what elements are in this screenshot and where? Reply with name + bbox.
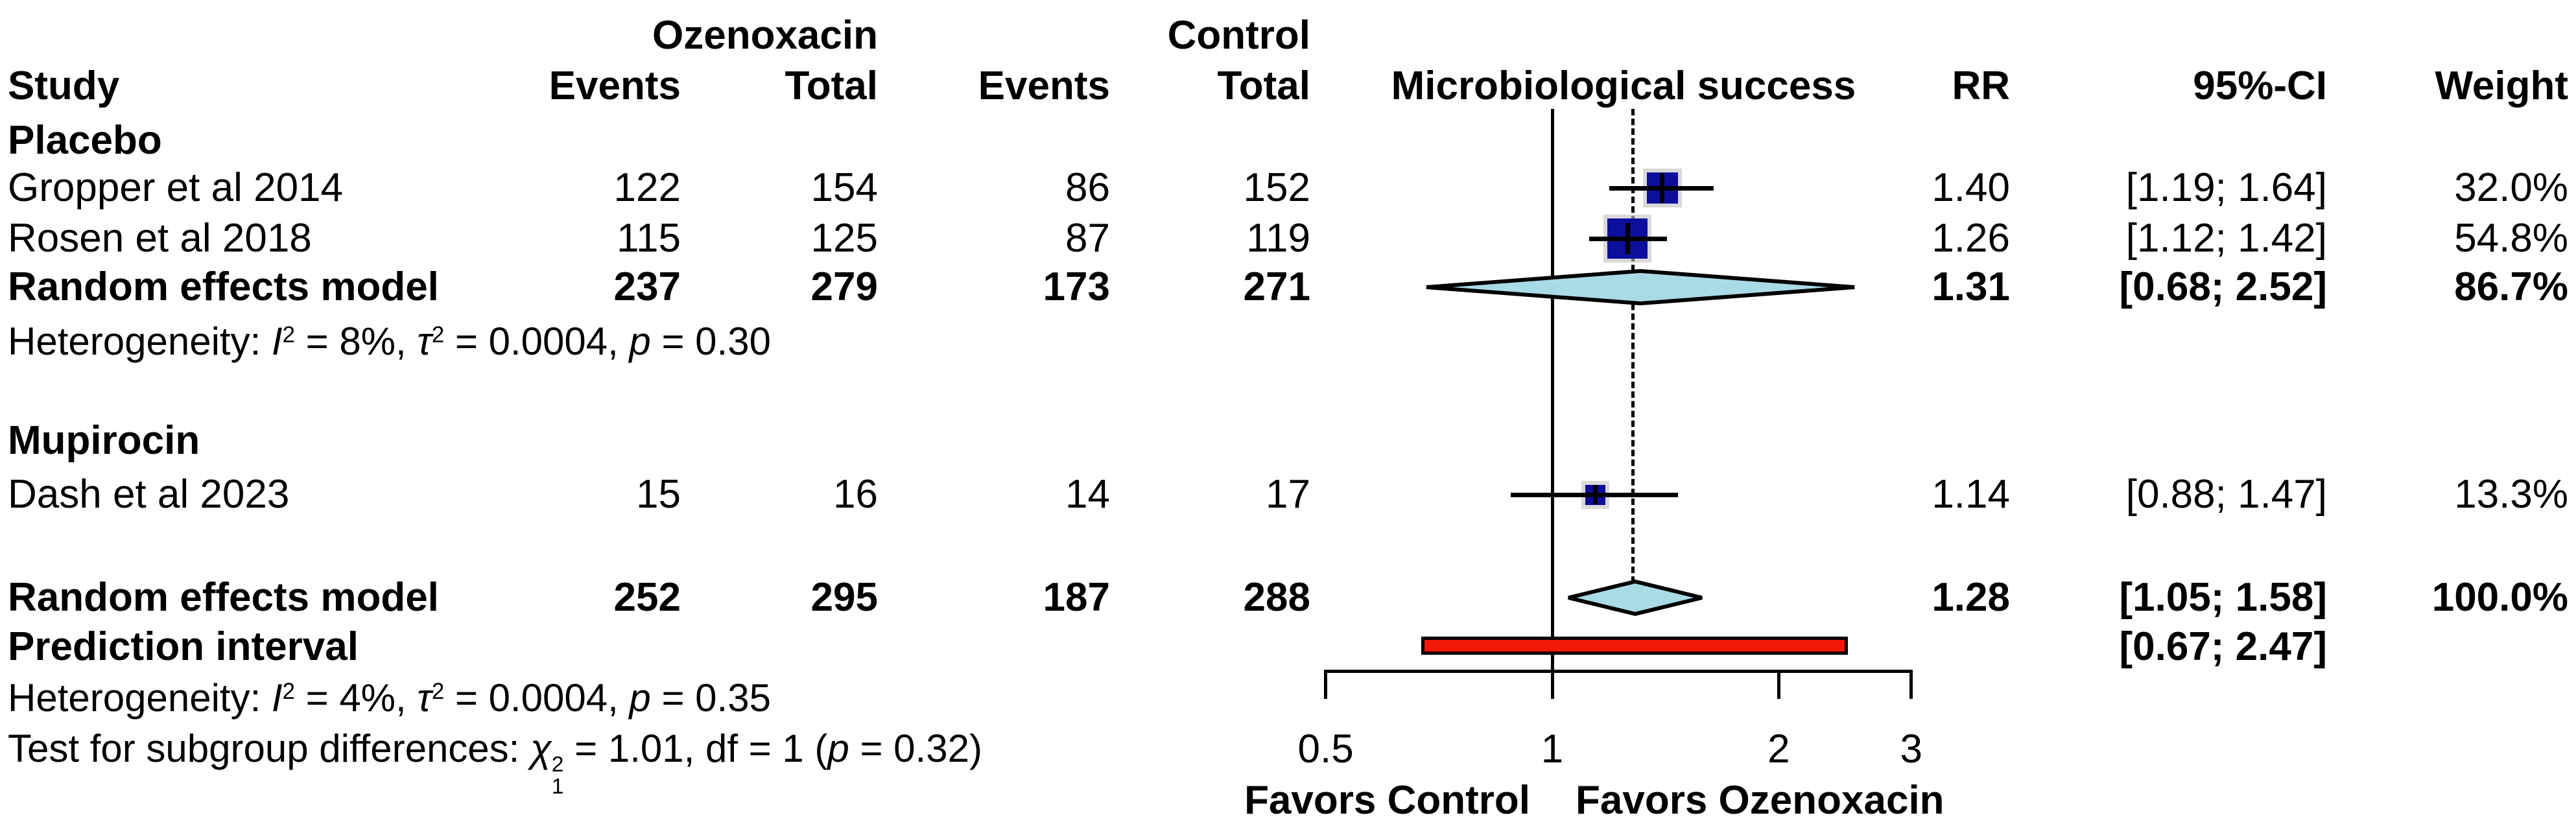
axis-tick-label: 0.5 [1297, 727, 1354, 771]
heterogeneity-text: Heterogeneity: I2 = 8%, τ2 = 0.0004, p =… [8, 320, 771, 363]
weight-value: 54.8% [2454, 216, 2568, 261]
total-experimental: 125 [810, 216, 878, 261]
pooled-estimate-line [1631, 109, 1635, 583]
events-experimental: 237 [613, 265, 681, 309]
total-control: 17 [1266, 472, 1310, 517]
favors-ozenoxacin-label: Favors Ozenoxacin [1576, 778, 1944, 823]
favors-control-label: Favors Control [1244, 778, 1530, 823]
column-header-weight: Weight [2435, 64, 2569, 108]
pooled-label: Random effects model [8, 575, 439, 620]
total-experimental: 154 [810, 165, 878, 210]
events-control: 14 [1065, 472, 1110, 517]
x-axis-tick [1324, 670, 1328, 699]
table-row-gropper: Gropper et al 2014 122 154 86 152 1.40 [… [0, 162, 2576, 214]
rr-value: 1.31 [1932, 265, 2010, 309]
subgroup-label-row: Placebo [0, 115, 2576, 167]
group-label-ozenoxacin: Ozenoxacin [652, 13, 878, 58]
ci-value: [1.19; 1.64] [2125, 165, 2327, 210]
rr-value: 1.40 [1932, 165, 2010, 210]
total-control: 152 [1243, 165, 1310, 210]
plot-title: Microbiological success [1391, 64, 1856, 108]
ci-value: [0.68; 2.52] [2119, 265, 2327, 309]
prediction-interval-label: Prediction interval [8, 624, 359, 669]
events-control: 187 [1043, 575, 1110, 620]
study-name: Rosen et al 2018 [8, 216, 312, 261]
ci-value: [1.05; 1.58] [2119, 575, 2327, 620]
events-experimental: 15 [636, 472, 681, 517]
total-control: 288 [1243, 575, 1310, 620]
axis-tick-label: 3 [1900, 727, 1922, 771]
column-header-ci: 95%-CI [2193, 64, 2327, 108]
pooled-label: Random effects model [8, 265, 439, 309]
pooled-diamond [1567, 579, 1703, 617]
column-header-total-experimental: Total [785, 64, 879, 108]
column-header-events-experimental: Events [549, 64, 681, 108]
prediction-interval-row: Prediction interval [0.67; 2.47] [0, 621, 2576, 673]
heterogeneity-text: Heterogeneity: I2 = 4%, τ2 = 0.0004, p =… [8, 676, 771, 720]
events-control: 173 [1043, 265, 1110, 309]
study-name: Dash et al 2023 [8, 472, 290, 517]
pooled-diamond [1426, 268, 1855, 306]
table-row-dash: Dash et al 2023 15 16 14 17 1.14 [0.88; … [0, 469, 2576, 521]
total-experimental: 279 [810, 265, 878, 309]
point-estimate-tick [1660, 173, 1665, 203]
subgroup-label-mupirocin: Mupirocin [8, 418, 200, 463]
events-control: 86 [1065, 165, 1110, 210]
x-axis-tick [1777, 670, 1780, 699]
table-row-rosen: Rosen et al 2018 115 125 87 119 1.26 [1.… [0, 213, 2576, 265]
point-estimate-tick [1592, 485, 1598, 504]
events-experimental: 122 [613, 165, 681, 210]
rr-value: 1.26 [1932, 216, 2010, 261]
subgroup-label-placebo: Placebo [8, 118, 162, 163]
group-header-row: Ozenoxacin Control [0, 10, 2576, 62]
group-label-control: Control [1167, 13, 1310, 58]
x-axis-line [1325, 670, 1911, 673]
column-header-total-control: Total [1217, 64, 1311, 108]
x-axis-tick [1909, 670, 1913, 699]
rr-value: 1.28 [1932, 575, 2010, 620]
total-experimental: 16 [833, 472, 878, 517]
total-experimental: 295 [810, 575, 878, 620]
weight-value: 32.0% [2454, 165, 2568, 210]
weight-value: 13.3% [2454, 472, 2568, 517]
table-row-overall-pooled: Random effects model 252 295 187 288 1.2… [0, 572, 2576, 624]
prediction-interval-bar [1421, 637, 1848, 655]
total-control: 271 [1243, 265, 1310, 309]
axis-tick-label: 1 [1541, 727, 1564, 771]
ci-value: [0.88; 1.47] [2125, 472, 2327, 517]
point-estimate-tick [1625, 223, 1630, 254]
study-name: Gropper et al 2014 [8, 165, 344, 210]
null-effect-line [1550, 109, 1554, 699]
column-header-row: Study Events Total Events Total Microbio… [0, 60, 2576, 112]
ci-value: [1.12; 1.42] [2125, 216, 2327, 261]
weight-value: 100.0% [2431, 575, 2568, 620]
column-header-events-control: Events [978, 64, 1110, 108]
weight-value: 86.7% [2454, 265, 2568, 309]
subgroup-label-row: Mupirocin [0, 415, 2576, 467]
axis-tick-label: 2 [1767, 727, 1790, 771]
x-axis-tick [1550, 670, 1554, 699]
events-control: 87 [1065, 216, 1110, 261]
events-experimental: 252 [613, 575, 681, 620]
heterogeneity-note-placebo: Heterogeneity: I2 = 8%, τ2 = 0.0004, p =… [0, 316, 2576, 368]
column-header-rr: RR [1952, 64, 2010, 108]
column-header-study: Study [8, 64, 120, 108]
rr-value: 1.14 [1932, 472, 2010, 517]
heterogeneity-note-overall: Heterogeneity: I2 = 4%, τ2 = 0.0004, p =… [0, 672, 2576, 724]
total-control: 119 [1246, 216, 1310, 261]
prediction-interval-ci: [0.67; 2.47] [2119, 624, 2327, 669]
events-experimental: 115 [617, 216, 681, 261]
table-row-placebo-pooled: Random effects model 237 279 173 271 1.3… [0, 261, 2576, 313]
